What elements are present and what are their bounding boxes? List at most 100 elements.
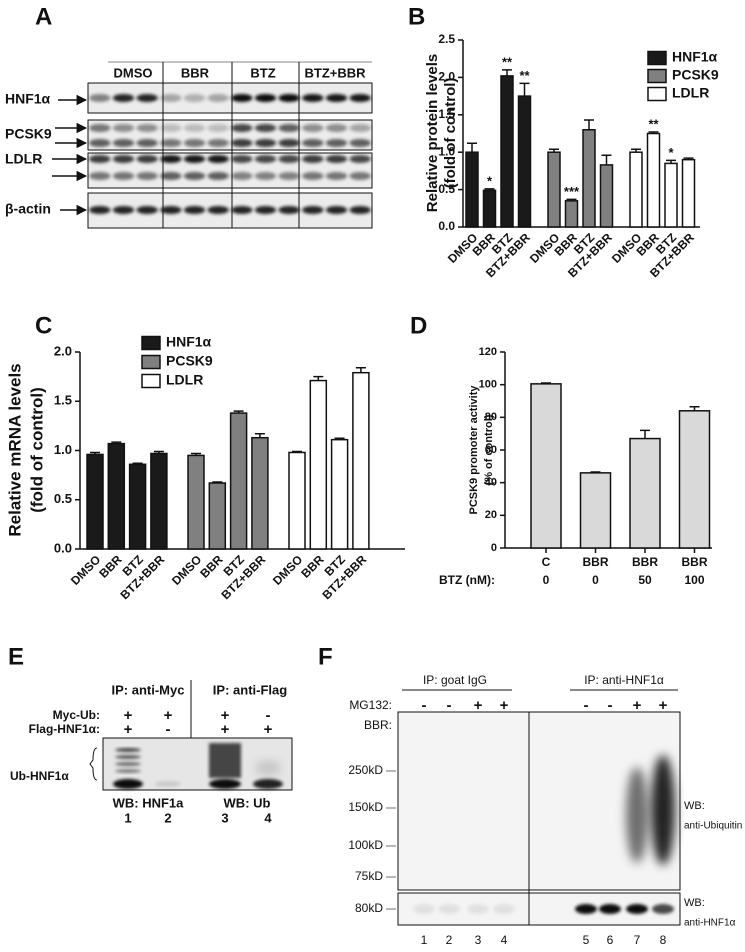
blot-box (87, 119, 373, 151)
error-bar (355, 367, 366, 373)
bar (150, 452, 168, 550)
bar (187, 454, 205, 550)
blot-band (349, 155, 371, 163)
blot-band (209, 779, 241, 789)
bar (530, 383, 562, 549)
blot-band (325, 206, 348, 214)
x-tick-label: BBR (682, 555, 708, 569)
x-tick-label: C (542, 555, 551, 569)
error-bar (566, 198, 577, 201)
blot-band (183, 94, 206, 102)
bar (330, 438, 349, 550)
blot-band (115, 769, 141, 773)
bar (208, 482, 227, 550)
error-bar (519, 82, 530, 97)
row-label: β-actin (5, 201, 51, 217)
blot-box (87, 192, 373, 229)
error-bar (153, 450, 164, 454)
wb-label: WB: (684, 897, 705, 909)
bar (681, 158, 696, 228)
bar (107, 442, 126, 550)
sign: + (633, 697, 642, 714)
blot-band (302, 206, 324, 214)
error-bar (541, 382, 551, 384)
error-bar (233, 410, 244, 414)
blot-band (467, 904, 489, 914)
blot-band (89, 139, 111, 147)
ip-header: IP: anti-Myc (112, 682, 185, 697)
bar (86, 453, 104, 550)
blot-band (254, 172, 277, 180)
y-tick-label: 0 (491, 542, 497, 554)
panel-label: B (408, 3, 425, 30)
lane-number: 3 (221, 810, 228, 825)
significance: ** (502, 54, 513, 69)
blot-band (231, 139, 253, 147)
legend-swatch (141, 354, 161, 370)
ip-header: IP: anti-HNF1α (584, 673, 664, 687)
blot-band (160, 206, 182, 214)
blot-band (278, 94, 300, 102)
blot-band (183, 172, 206, 180)
blot-band (112, 94, 135, 102)
blot-band (160, 139, 182, 147)
bar (579, 472, 612, 549)
sign: + (221, 721, 230, 738)
error-bar (549, 148, 559, 153)
legend-label: PCSK9 (672, 67, 719, 83)
bar (465, 151, 479, 228)
sign: + (124, 707, 133, 724)
blot-band (183, 155, 206, 163)
blot-band (207, 155, 229, 163)
sign: - (166, 721, 171, 738)
panel-label: E (8, 643, 24, 670)
blot-band (89, 94, 111, 102)
lane-number: 8 (660, 933, 667, 947)
blot-band (207, 172, 229, 180)
error-bar (648, 131, 659, 134)
blot-band (231, 206, 253, 214)
blot-band (652, 904, 674, 914)
blot-band (349, 94, 371, 102)
bar (482, 189, 497, 228)
sign: + (659, 697, 668, 714)
error-bar (631, 148, 641, 153)
panel-label: D (410, 312, 427, 339)
sign: + (264, 721, 273, 738)
blot-band (115, 762, 141, 766)
ip-header: IP: anti-Flag (213, 682, 287, 697)
bar (352, 371, 370, 550)
panel-label: A (35, 3, 52, 30)
sign: + (124, 721, 133, 738)
bar (629, 151, 643, 228)
sign: - (584, 697, 589, 714)
bar (646, 132, 661, 228)
y-tick-label: 1.0 (54, 442, 72, 457)
y-tick-label: 60 (485, 444, 497, 456)
blot-band (278, 172, 300, 180)
y-tick-label: 80 (485, 411, 497, 423)
significance: ** (519, 68, 530, 83)
blot-band (231, 94, 253, 102)
panel-label: F (318, 643, 333, 670)
blot-band (349, 124, 371, 132)
x-tick-label: BBR (197, 552, 226, 581)
blot-band (89, 124, 111, 132)
blot-band (183, 139, 206, 147)
legend-swatch (647, 68, 667, 84)
blot-band (136, 172, 158, 180)
blot-band (599, 904, 621, 914)
blot-band (349, 172, 371, 180)
panel-label: C (35, 312, 52, 339)
bar (517, 95, 532, 228)
blot-band (112, 139, 135, 147)
blot-band (253, 779, 283, 789)
significance: * (487, 173, 493, 188)
y-tick-label: 20 (485, 509, 497, 521)
sign: - (266, 707, 271, 724)
blot-smear (626, 767, 648, 863)
blot-band (231, 172, 253, 180)
blot-band (115, 755, 141, 759)
blot-band (89, 155, 111, 163)
y-tick-label: 1.5 (438, 107, 455, 121)
